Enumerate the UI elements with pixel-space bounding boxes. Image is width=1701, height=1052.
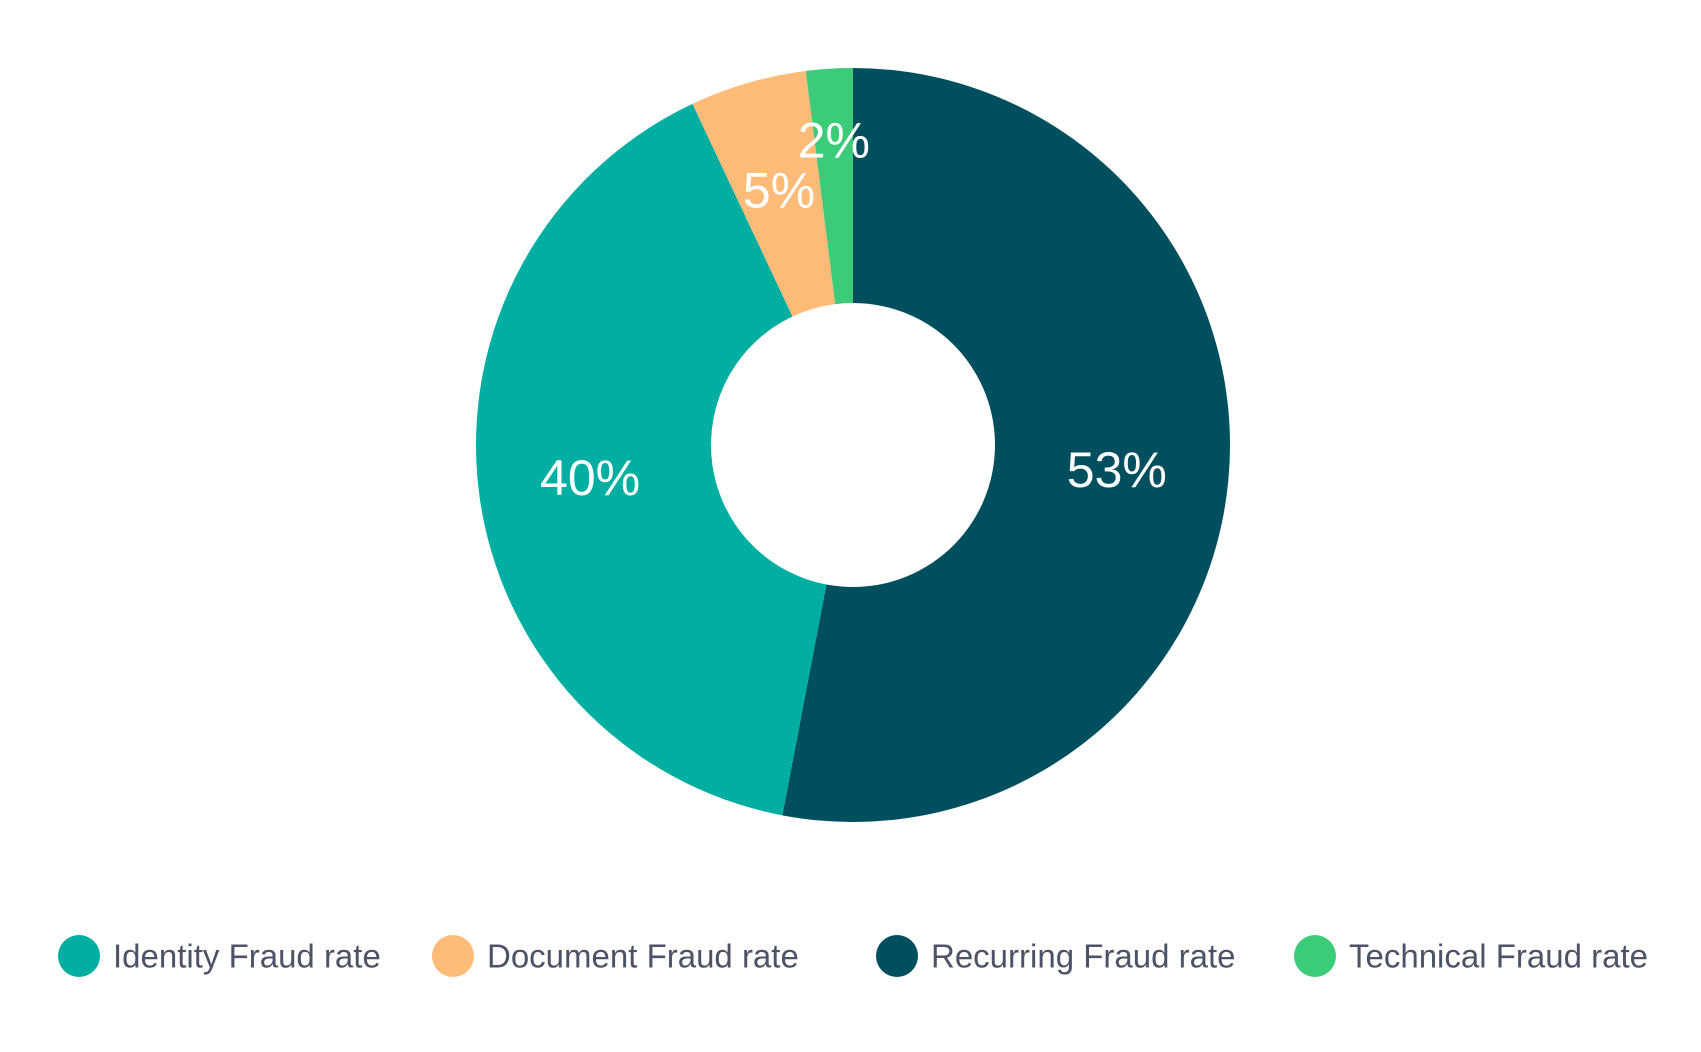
legend-label-technical-fraud-rate: Technical Fraud rate bbox=[1349, 938, 1648, 975]
legend-swatch-recurring-fraud-rate bbox=[876, 935, 918, 977]
slices bbox=[476, 68, 1231, 822]
legend-swatch-technical-fraud-rate bbox=[1294, 935, 1336, 977]
legend-label-document-fraud-rate: Document Fraud rate bbox=[487, 938, 799, 975]
slice-recurring-fraud-rate bbox=[782, 68, 1231, 822]
legend-swatch-document-fraud-rate bbox=[432, 935, 474, 977]
slice-technical-fraud-rate bbox=[805, 68, 853, 305]
legend: Identity Fraud rate Document Fraud rate Re… bbox=[58, 935, 1648, 977]
legend-label-identity-fraud-rate: Identity Fraud rate bbox=[113, 938, 381, 975]
slice-labels: 53% 40% 5%2% bbox=[540, 113, 1167, 507]
slice-label-document-fraud-rate: 5% bbox=[743, 163, 815, 219]
slice-label-technical-fraud-rate: 2% bbox=[798, 113, 870, 169]
slice-label-identity-fraud-rate: 40% bbox=[540, 450, 640, 506]
legend-label-recurring-fraud-rate: Recurring Fraud rate bbox=[931, 938, 1235, 975]
slice-label-recurring-fraud-rate: 53% bbox=[1067, 442, 1167, 498]
slice-identity-fraud-rate bbox=[476, 103, 827, 816]
legend-swatch-identity-fraud-rate bbox=[58, 935, 100, 977]
slice-document-fraud-rate bbox=[692, 70, 836, 317]
